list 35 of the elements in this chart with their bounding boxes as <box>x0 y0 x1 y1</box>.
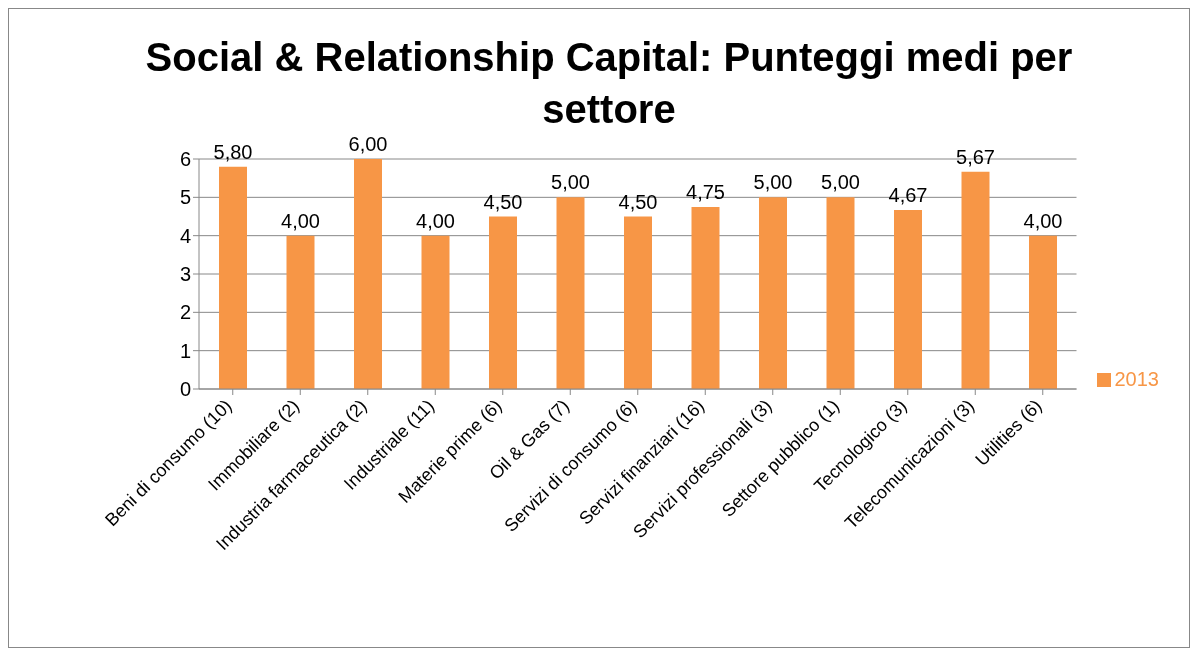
data-label: 5,00 <box>821 171 860 194</box>
data-label: 4,75 <box>686 180 725 203</box>
y-tick-label: 3 <box>179 263 191 286</box>
data-label: 4,50 <box>618 190 658 213</box>
data-label: 5,80 <box>213 140 253 163</box>
y-tick-label: 2 <box>179 301 191 324</box>
bar <box>759 197 787 389</box>
data-label: 4,00 <box>416 209 455 232</box>
data-label: 4,67 <box>888 183 928 206</box>
data-label: 6,00 <box>348 133 388 155</box>
bar <box>286 235 315 389</box>
data-label: 5,67 <box>956 145 995 168</box>
bar <box>421 235 450 389</box>
legend-label: 2013 <box>1114 367 1159 390</box>
bar <box>961 171 990 389</box>
y-tick-label: 4 <box>179 224 191 247</box>
data-label: 4,00 <box>281 209 320 232</box>
data-label: 5,00 <box>551 171 590 194</box>
bar <box>489 216 517 389</box>
bar <box>556 197 585 389</box>
bar <box>691 206 720 389</box>
data-label: 4,50 <box>483 190 523 213</box>
chart-title: Social & Relationship Capital: Punteggi medi per settore <box>145 35 1073 131</box>
y-tick-label: 6 <box>179 148 191 171</box>
bar <box>826 197 855 389</box>
y-tick-label: 5 <box>179 186 191 209</box>
data-label: 5,00 <box>753 171 793 194</box>
bar <box>1029 235 1057 389</box>
bar <box>354 159 382 389</box>
bar <box>894 209 922 389</box>
bar <box>219 166 247 389</box>
data-label: 4,00 <box>1023 209 1063 232</box>
bar <box>624 216 652 389</box>
y-tick-label: 0 <box>179 378 191 401</box>
y-tick-label: 1 <box>179 339 191 362</box>
